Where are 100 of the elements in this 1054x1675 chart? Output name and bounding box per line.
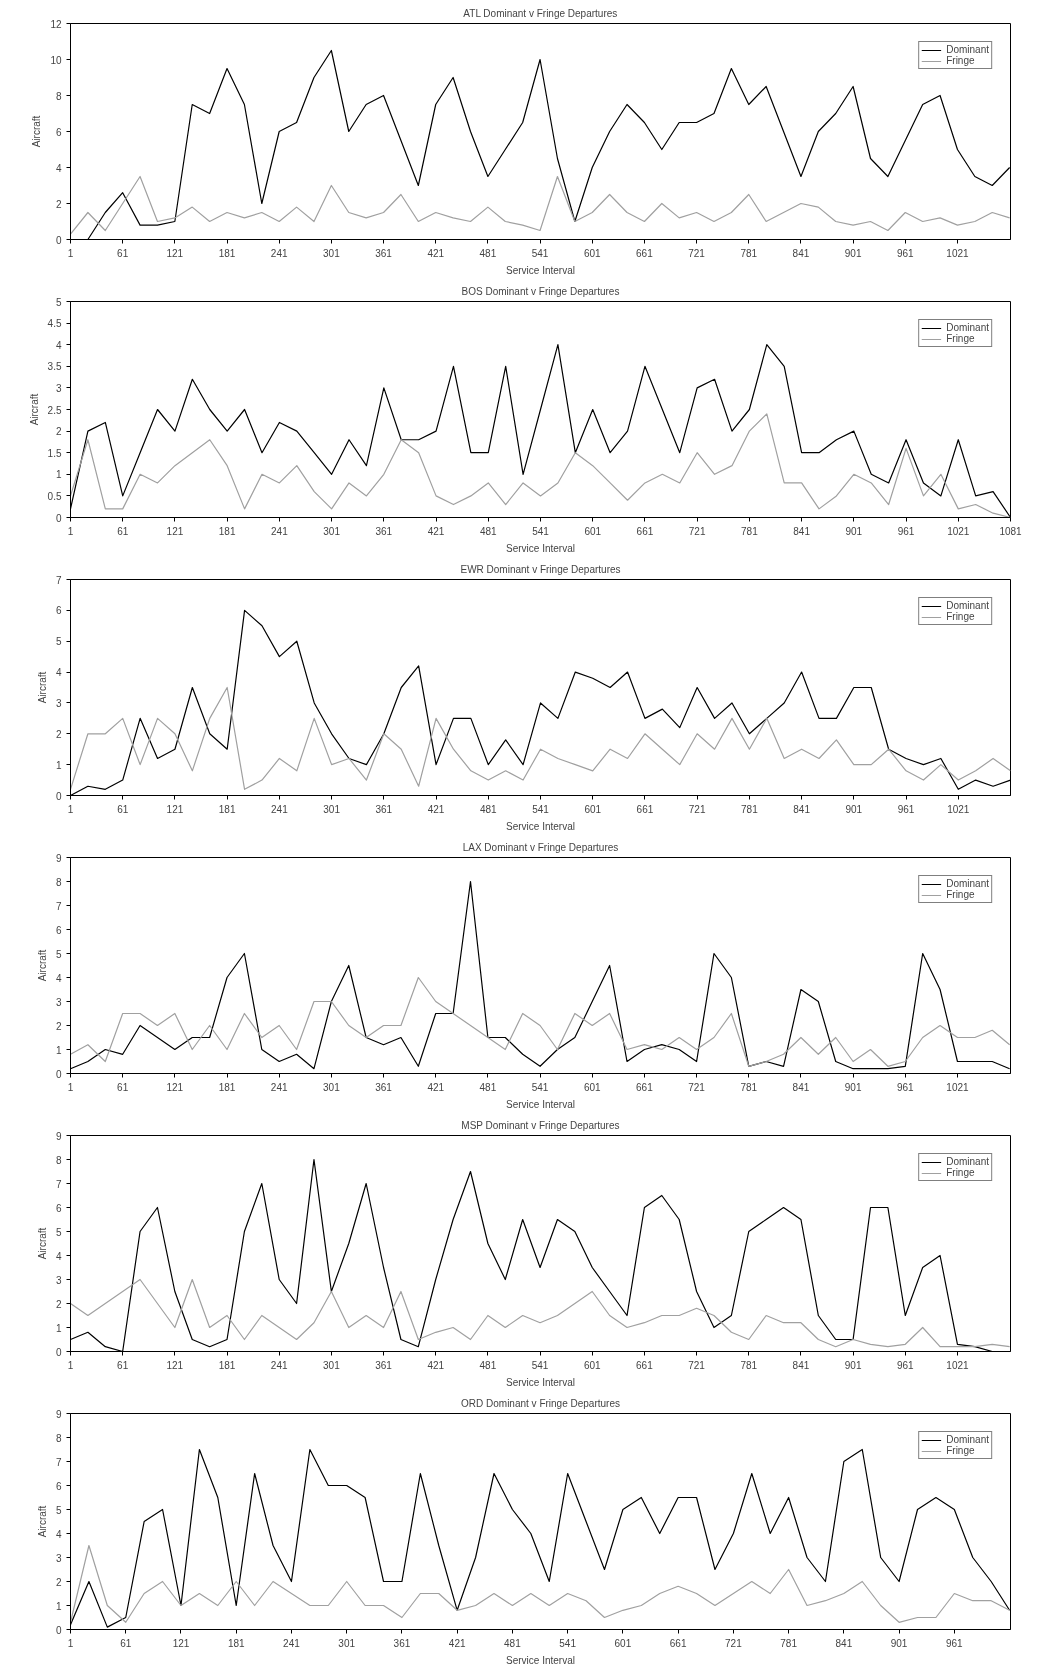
x-tick-label: 301 (323, 1081, 341, 1093)
x-tick-label: 181 (218, 1081, 236, 1093)
y-tick-label: 0 (55, 1346, 62, 1358)
x-tick-label: 361 (375, 1081, 393, 1093)
y-tick-label: 0 (55, 790, 62, 802)
x-tick-label: 781 (740, 1359, 758, 1371)
line-series (70, 686, 1011, 790)
x-tick-label: 901 (890, 1637, 908, 1649)
y-tick-label: 7 (55, 574, 62, 586)
x-tick-label: 1 (67, 1081, 74, 1093)
x-tick-label: 721 (725, 1637, 743, 1649)
x-tick-label: 601 (583, 1359, 602, 1371)
y-tick-label: 8 (55, 1154, 62, 1166)
y-tick-label: 6 (55, 605, 62, 617)
x-tick-label: 961 (946, 1637, 964, 1649)
x-tick-label: 241 (270, 1081, 288, 1093)
x-tick-label: 541 (531, 1081, 549, 1093)
x-tick-label: 181 (218, 1359, 236, 1371)
y-tick-label: 0 (55, 1624, 62, 1636)
x-tick-label: 841 (793, 525, 811, 537)
x-tick-label: 1 (67, 1637, 74, 1649)
y-tick-label: 2 (55, 426, 62, 438)
x-tick-label: 301 (323, 803, 341, 815)
chart-title: ATL Dominant v Fringe Departures (463, 7, 618, 19)
legend-label: Fringe (946, 1167, 975, 1178)
legend-label: Dominant (946, 1434, 989, 1445)
x-tick-label: 781 (741, 525, 759, 537)
x-tick-label: 121 (166, 1081, 184, 1093)
x-tick-label: 961 (897, 803, 915, 815)
x-tick-label: 241 (270, 247, 288, 259)
y-tick-label: 3 (55, 1552, 62, 1564)
legend-label: Dominant (946, 600, 989, 611)
y-tick-label: 3.5 (47, 361, 62, 373)
x-tick-label: 1021 (946, 247, 970, 259)
y-axis-title: Aircraft (36, 1227, 48, 1260)
x-tick-label: 241 (271, 525, 289, 537)
x-tick-label: 301 (338, 1637, 356, 1649)
x-tick-label: 1081 (999, 525, 1023, 537)
x-tick-label: 721 (688, 803, 706, 815)
x-tick-label: 481 (479, 1081, 497, 1093)
legend-label: Fringe (946, 55, 975, 66)
x-tick-label: 481 (479, 1359, 497, 1371)
x-tick-label: 661 (636, 1359, 654, 1371)
y-tick-label: 12 (50, 18, 62, 30)
line-series (70, 976, 1011, 1067)
x-tick-label: 961 (896, 247, 915, 259)
y-tick-label: 5 (55, 948, 62, 960)
y-tick-label: 2 (55, 1576, 62, 1588)
x-tick-label: 721 (688, 1359, 706, 1371)
x-tick-label: 841 (835, 1637, 853, 1649)
x-tick-label: 421 (427, 803, 445, 815)
y-tick-label: 7 (55, 900, 62, 912)
x-tick-label: 361 (375, 247, 393, 259)
x-tick-label: 721 (688, 525, 706, 537)
legend-label: Dominant (946, 1156, 989, 1167)
x-tick-label: 721 (688, 247, 706, 259)
y-tick-label: 4.5 (47, 318, 62, 330)
y-tick-label: 1 (55, 469, 62, 481)
x-tick-label: 241 (271, 803, 289, 815)
y-tick-label: 5 (55, 636, 62, 648)
x-tick-label: 601 (583, 247, 602, 259)
x-tick-label: 781 (741, 803, 759, 815)
legend-label: Fringe (946, 333, 975, 344)
x-tick-label: 541 (532, 803, 550, 815)
y-axis-title: Aircraft (36, 1505, 48, 1538)
x-tick-label: 61 (117, 525, 129, 537)
y-tick-label: 9 (55, 852, 62, 864)
x-tick-label: 61 (117, 803, 129, 815)
x-tick-label: 241 (270, 1359, 288, 1371)
y-tick-label: 2.5 (47, 404, 62, 416)
y-tick-label: 1 (55, 1044, 62, 1056)
x-axis-title: Service Interval (506, 1654, 575, 1666)
y-tick-label: 0.5 (47, 490, 62, 502)
x-tick-label: 1 (67, 525, 74, 537)
legend-label: Dominant (946, 44, 989, 55)
x-tick-label: 181 (218, 803, 236, 815)
x-tick-label: 301 (323, 525, 341, 537)
x-tick-label: 541 (559, 1637, 577, 1649)
x-tick-label: 901 (844, 1081, 862, 1093)
x-tick-label: 841 (792, 1359, 810, 1371)
x-tick-label: 361 (375, 525, 393, 537)
y-tick-label: 2 (55, 1298, 62, 1310)
y-tick-label: 0 (55, 234, 62, 246)
y-tick-label: 3 (55, 382, 62, 394)
x-tick-label: 1021 (946, 1081, 970, 1093)
x-tick-label: 1021 (946, 1359, 970, 1371)
y-tick-label: 2 (55, 728, 62, 740)
x-axis-title: Service Interval (506, 264, 575, 276)
y-tick-label: 1 (55, 759, 62, 771)
x-tick-label: 781 (740, 1081, 758, 1093)
x-tick-label: 781 (780, 1637, 798, 1649)
x-tick-label: 361 (375, 1359, 393, 1371)
y-tick-label: 1.5 (47, 447, 62, 459)
x-tick-label: 181 (218, 247, 236, 259)
y-tick-label: 8 (55, 1432, 62, 1444)
x-tick-label: 661 (636, 1081, 654, 1093)
x-tick-label: 121 (166, 1359, 184, 1371)
x-tick-label: 241 (283, 1637, 301, 1649)
x-tick-label: 481 (504, 1637, 522, 1649)
x-tick-label: 901 (845, 803, 863, 815)
